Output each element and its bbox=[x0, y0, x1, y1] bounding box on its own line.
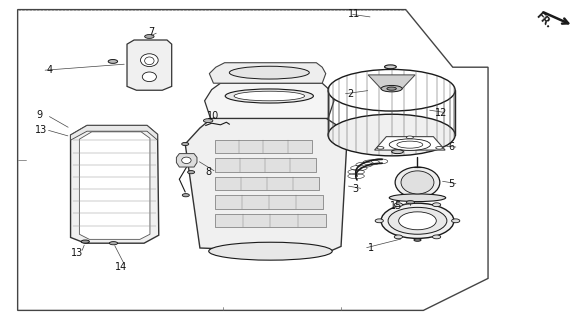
Ellipse shape bbox=[108, 60, 118, 63]
Ellipse shape bbox=[141, 54, 158, 67]
Ellipse shape bbox=[109, 242, 118, 245]
Polygon shape bbox=[71, 125, 158, 140]
Text: 10: 10 bbox=[207, 111, 219, 121]
Ellipse shape bbox=[397, 141, 423, 148]
Ellipse shape bbox=[381, 85, 402, 92]
Ellipse shape bbox=[392, 150, 403, 154]
Ellipse shape bbox=[375, 219, 383, 223]
Polygon shape bbox=[368, 75, 415, 89]
Polygon shape bbox=[176, 154, 197, 167]
Polygon shape bbox=[215, 214, 326, 227]
Ellipse shape bbox=[182, 157, 191, 164]
Ellipse shape bbox=[436, 147, 443, 149]
Ellipse shape bbox=[385, 65, 396, 69]
Ellipse shape bbox=[387, 87, 396, 90]
Ellipse shape bbox=[229, 66, 309, 79]
Text: 13: 13 bbox=[35, 124, 48, 135]
Ellipse shape bbox=[395, 167, 440, 198]
Text: 14: 14 bbox=[115, 262, 128, 272]
Ellipse shape bbox=[328, 69, 455, 111]
Ellipse shape bbox=[145, 35, 154, 38]
Ellipse shape bbox=[452, 219, 460, 223]
Ellipse shape bbox=[328, 114, 455, 156]
Ellipse shape bbox=[389, 194, 446, 202]
Polygon shape bbox=[79, 132, 150, 239]
Polygon shape bbox=[375, 137, 445, 150]
Text: 11: 11 bbox=[348, 9, 360, 19]
Ellipse shape bbox=[388, 207, 447, 234]
Ellipse shape bbox=[203, 119, 213, 123]
Polygon shape bbox=[71, 125, 159, 243]
Ellipse shape bbox=[145, 57, 154, 65]
Polygon shape bbox=[18, 10, 488, 310]
Ellipse shape bbox=[142, 72, 156, 82]
Polygon shape bbox=[209, 63, 326, 83]
Ellipse shape bbox=[394, 203, 402, 207]
Text: 8: 8 bbox=[206, 167, 212, 177]
Text: 1: 1 bbox=[369, 243, 375, 253]
Ellipse shape bbox=[401, 171, 434, 194]
Text: FR.: FR. bbox=[534, 10, 554, 30]
Ellipse shape bbox=[182, 142, 189, 146]
Polygon shape bbox=[215, 195, 323, 209]
Text: 4: 4 bbox=[47, 65, 53, 76]
Polygon shape bbox=[185, 118, 347, 253]
Text: 2: 2 bbox=[347, 89, 353, 99]
Ellipse shape bbox=[188, 171, 195, 174]
Polygon shape bbox=[215, 158, 316, 172]
Ellipse shape bbox=[432, 235, 441, 239]
Polygon shape bbox=[215, 177, 319, 190]
Text: 6: 6 bbox=[448, 142, 454, 152]
Text: 3: 3 bbox=[353, 184, 359, 194]
Polygon shape bbox=[215, 140, 312, 153]
Ellipse shape bbox=[406, 136, 413, 139]
Ellipse shape bbox=[399, 212, 436, 230]
Text: 13: 13 bbox=[71, 248, 83, 258]
Ellipse shape bbox=[234, 91, 305, 101]
Text: 7: 7 bbox=[148, 27, 155, 37]
Text: 15: 15 bbox=[390, 201, 403, 211]
Polygon shape bbox=[127, 40, 172, 90]
Text: 5: 5 bbox=[448, 179, 455, 189]
Ellipse shape bbox=[394, 235, 402, 239]
Ellipse shape bbox=[81, 240, 89, 243]
Ellipse shape bbox=[209, 242, 332, 260]
Text: 9: 9 bbox=[36, 110, 42, 120]
Ellipse shape bbox=[381, 203, 454, 238]
Ellipse shape bbox=[225, 89, 313, 103]
Ellipse shape bbox=[377, 147, 384, 149]
Ellipse shape bbox=[182, 194, 189, 197]
Text: 12: 12 bbox=[435, 108, 447, 118]
Polygon shape bbox=[205, 83, 334, 118]
Ellipse shape bbox=[432, 203, 441, 207]
Ellipse shape bbox=[389, 139, 430, 150]
Ellipse shape bbox=[406, 201, 415, 204]
Ellipse shape bbox=[414, 239, 421, 241]
